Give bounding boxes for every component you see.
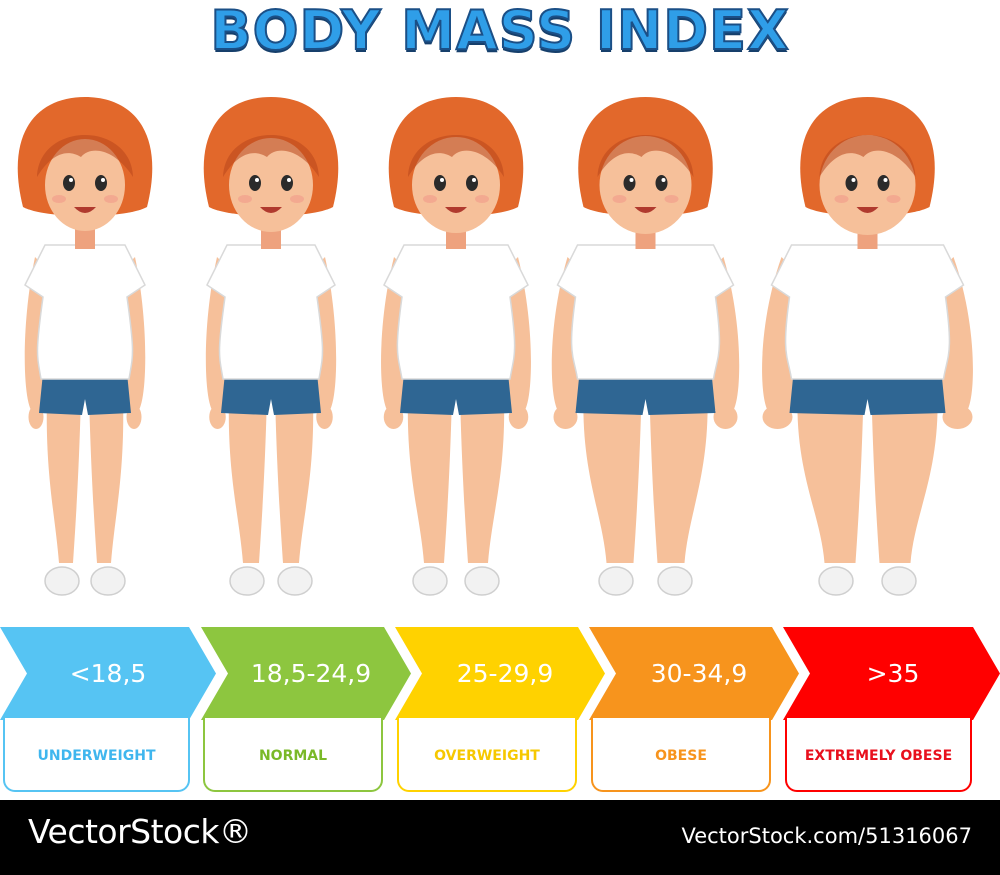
girl-figure-icon bbox=[551, 97, 740, 596]
bmi-range-obese: 30-34,9 bbox=[650, 659, 748, 688]
bmi-arrow-extremely-obese: >35 bbox=[783, 627, 1000, 720]
figure-obese bbox=[551, 95, 740, 625]
bmi-range-extremely-obese: >35 bbox=[866, 659, 920, 688]
arrow-shape bbox=[783, 627, 1000, 720]
bmi-arrow-normal: 18,5-24,9 bbox=[201, 627, 411, 720]
figure-normal bbox=[196, 95, 346, 625]
bmi-label-obese: OBESE bbox=[591, 718, 771, 792]
girl-figure-icon bbox=[203, 97, 339, 596]
figure-underweight bbox=[15, 95, 155, 625]
girl-figure-icon bbox=[762, 97, 973, 596]
figure-extremely-obese bbox=[740, 95, 995, 625]
footer-url: VectorStock.com/51316067 bbox=[681, 824, 972, 848]
arrow-shape bbox=[0, 627, 216, 720]
bmi-scale: <18,5 18,5-24,9 25-29,9 30-34,9 >35 bbox=[0, 627, 1000, 720]
bmi-label-extremely-obese: EXTREMELY OBESE bbox=[785, 718, 972, 792]
bmi-label-underweight: UNDERWEIGHT bbox=[3, 718, 190, 792]
bmi-arrow-underweight: <18,5 bbox=[0, 627, 216, 720]
page-title: BODY MASS INDEX bbox=[209, 0, 790, 63]
bmi-arrow-overweight: 25-29,9 bbox=[395, 627, 605, 720]
footer-bar: VectorStock® VectorStock.com/51316067 bbox=[0, 800, 1000, 875]
bmi-range-normal: 18,5-24,9 bbox=[250, 659, 372, 688]
figures-row bbox=[0, 95, 1000, 625]
figure-overweight bbox=[376, 95, 536, 625]
bmi-arrow-obese: 30-34,9 bbox=[589, 627, 799, 720]
girl-figure-icon bbox=[381, 97, 531, 596]
arrow-shape bbox=[395, 627, 605, 720]
arrow-shape bbox=[589, 627, 799, 720]
bmi-range-overweight: 25-29,9 bbox=[456, 659, 554, 688]
bmi-label-overweight: OVERWEIGHT bbox=[397, 718, 577, 792]
vectorstock-logo: VectorStock® bbox=[28, 812, 252, 851]
bmi-range-underweight: <18,5 bbox=[69, 659, 147, 688]
girl-figure-icon bbox=[17, 97, 153, 596]
arrow-shape bbox=[201, 627, 411, 720]
bmi-label-normal: NORMAL bbox=[203, 718, 383, 792]
